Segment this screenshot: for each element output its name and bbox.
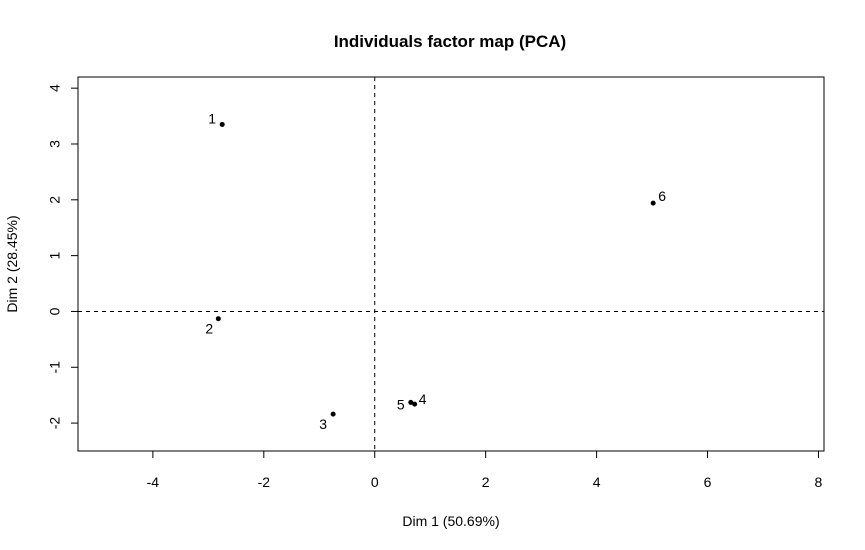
plot-frame	[77, 76, 825, 452]
x-axis: -4 -2 0 2 4 6 8	[147, 450, 823, 490]
data-point	[215, 316, 221, 322]
y-tick-label: 0	[47, 307, 63, 315]
x-tick-label: -4	[147, 474, 160, 490]
x-tick-label: -2	[258, 474, 271, 490]
y-tick-label: 4	[47, 84, 63, 92]
data-point	[412, 401, 418, 407]
point-label: 5	[397, 396, 405, 412]
point-label: 4	[419, 391, 427, 407]
x-axis-label: Dim 1 (50.69%)	[402, 513, 499, 529]
data-point	[650, 200, 656, 206]
y-tick-label: -1	[47, 361, 63, 374]
x-tick-label: 8	[815, 474, 823, 490]
x-tick-label: 4	[593, 474, 601, 490]
data-point	[330, 411, 336, 417]
point-label: 1	[208, 110, 216, 126]
y-tick-label: 2	[47, 196, 63, 204]
x-tick-label: 6	[704, 474, 712, 490]
x-tick-label: 0	[371, 474, 379, 490]
y-tick-label: -2	[47, 417, 63, 430]
x-tick-label: 2	[482, 474, 490, 490]
point-label: 6	[658, 188, 666, 204]
point-label: 2	[205, 321, 213, 337]
y-axis-label: Dim 2 (28.45%)	[4, 215, 20, 312]
point-label: 3	[319, 416, 327, 432]
y-tick-label: 3	[47, 140, 63, 148]
data-point	[219, 121, 225, 127]
points-layer: 1 2 3 45 6	[205, 110, 666, 432]
y-tick-label: 1	[47, 252, 63, 260]
y-axis: -2 -1 0 1 2 3 4	[47, 84, 79, 430]
chart-title: Individuals factor map (PCA)	[334, 32, 566, 51]
data-point	[408, 399, 414, 405]
